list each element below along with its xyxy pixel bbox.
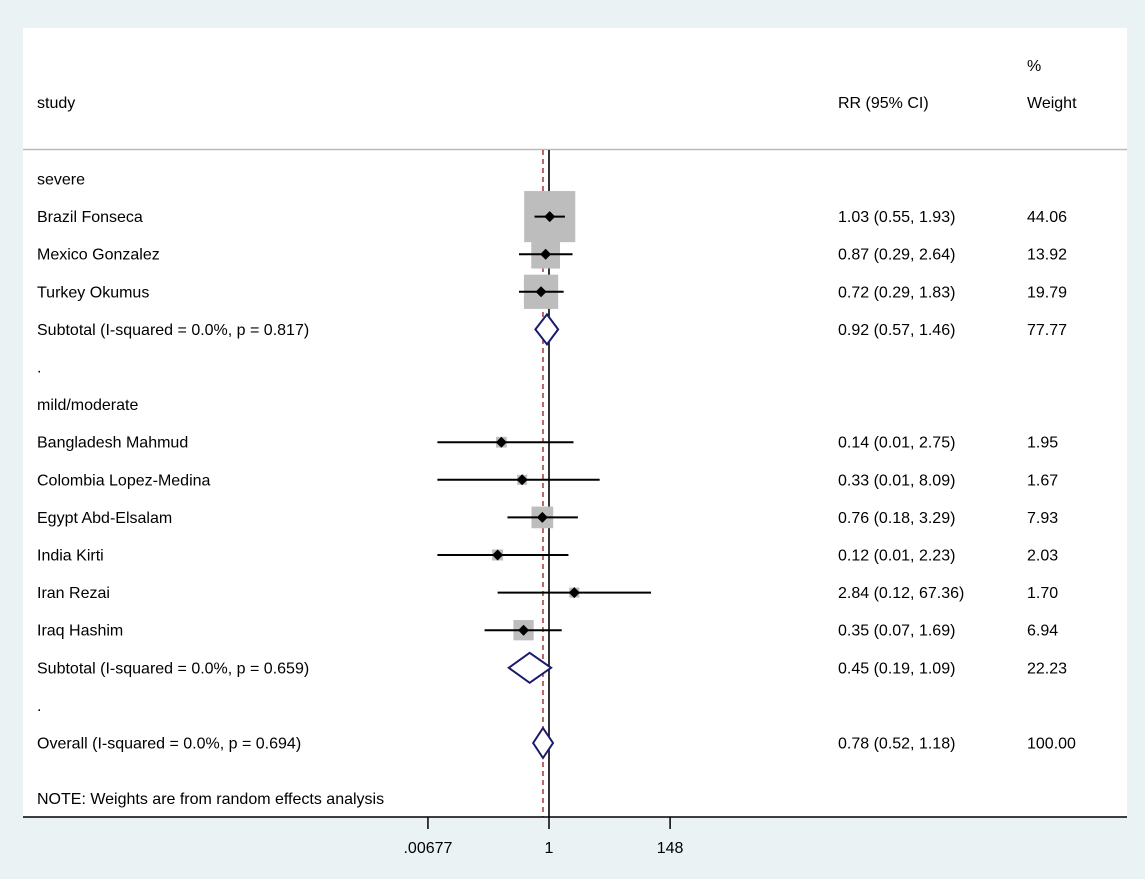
point-estimate xyxy=(535,286,547,298)
weight-value: 13.92 xyxy=(1027,247,1067,264)
weight-value: 22.23 xyxy=(1027,660,1067,677)
point-estimate xyxy=(516,474,528,486)
x-axis-ticks: .00677 1 148 xyxy=(403,817,684,857)
study-label: India Kirti xyxy=(37,548,104,565)
forest-marks: severe Brazil Fonseca 1.03 (0.55, 1.93) 44.… xyxy=(37,150,1076,817)
point-estimate xyxy=(495,436,507,448)
point-estimate xyxy=(568,587,580,599)
weight-value: 6.94 xyxy=(1027,623,1058,640)
header-weight-label-line1: % xyxy=(1027,58,1041,75)
weight-value: 19.79 xyxy=(1027,284,1067,301)
rr-ci-value: 0.45 (0.19, 1.09) xyxy=(838,660,955,677)
subtotal-diamond xyxy=(534,312,560,347)
weight-value: 1.70 xyxy=(1027,585,1058,602)
x-tick-label: .00677 xyxy=(403,840,452,857)
rr-ci-value: 0.76 (0.18, 3.29) xyxy=(838,510,955,527)
rr-ci-value: 0.72 (0.29, 1.83) xyxy=(838,284,955,301)
weight-value: 2.03 xyxy=(1027,548,1058,565)
rr-ci-value: 2.84 (0.12, 67.36) xyxy=(838,585,964,602)
rr-ci-value: 0.92 (0.57, 1.46) xyxy=(838,322,955,339)
overall-diamond xyxy=(531,726,555,760)
spacer-label: . xyxy=(37,360,41,377)
study-label: Colombia Lopez-Medina xyxy=(37,472,211,489)
subtotal-diamond xyxy=(507,651,553,685)
study-label: Turkey Okumus xyxy=(37,284,149,301)
point-estimate xyxy=(536,511,548,523)
point-estimate xyxy=(540,248,552,260)
x-tick-label: 1 xyxy=(545,840,554,857)
rr-ci-value: 0.33 (0.01, 8.09) xyxy=(838,472,955,489)
rr-ci-value: 0.35 (0.07, 1.69) xyxy=(838,623,955,640)
weight-value: 100.00 xyxy=(1027,736,1076,753)
weight-value: 1.95 xyxy=(1027,435,1058,452)
header-label: mild/moderate xyxy=(37,397,138,414)
x-tick-label: 148 xyxy=(657,840,684,857)
study-label: Bangladesh Mahmud xyxy=(37,435,188,452)
study-label: Brazil Fonseca xyxy=(37,209,143,226)
study-label: Egypt Abd-Elsalam xyxy=(37,510,172,527)
weight-value: 1.67 xyxy=(1027,472,1058,489)
header-effect-label: RR (95% CI) xyxy=(838,95,929,112)
header-label: severe xyxy=(37,172,85,189)
header-study-label: study xyxy=(37,95,75,112)
study-label: Iran Rezai xyxy=(37,585,110,602)
point-estimate xyxy=(492,549,504,561)
weights-note: NOTE: Weights are from random effects an… xyxy=(37,791,384,808)
rr-ci-value: 0.87 (0.29, 2.64) xyxy=(838,247,955,264)
spacer-label: . xyxy=(37,698,41,715)
weight-value: 77.77 xyxy=(1027,322,1067,339)
study-label: Mexico Gonzalez xyxy=(37,247,160,264)
overall-label: Overall (I-squared = 0.0%, p = 0.694) xyxy=(37,736,301,753)
weight-value: 7.93 xyxy=(1027,510,1058,527)
point-estimate xyxy=(518,624,530,636)
subtotal-label: Subtotal (I-squared = 0.0%, p = 0.659) xyxy=(37,660,309,677)
study-label: Iraq Hashim xyxy=(37,623,123,640)
subtotal-label: Subtotal (I-squared = 0.0%, p = 0.817) xyxy=(37,322,309,339)
weight-value: 44.06 xyxy=(1027,209,1067,226)
rr-ci-value: 0.14 (0.01, 2.75) xyxy=(838,435,955,452)
rr-ci-value: 0.12 (0.01, 2.23) xyxy=(838,548,955,565)
rr-ci-value: 0.78 (0.52, 1.18) xyxy=(838,736,955,753)
rr-ci-value: 1.03 (0.55, 1.93) xyxy=(838,209,955,226)
point-estimate xyxy=(544,211,556,223)
header-weight-label-line2: Weight xyxy=(1027,95,1077,112)
plot-panel xyxy=(23,28,1127,817)
